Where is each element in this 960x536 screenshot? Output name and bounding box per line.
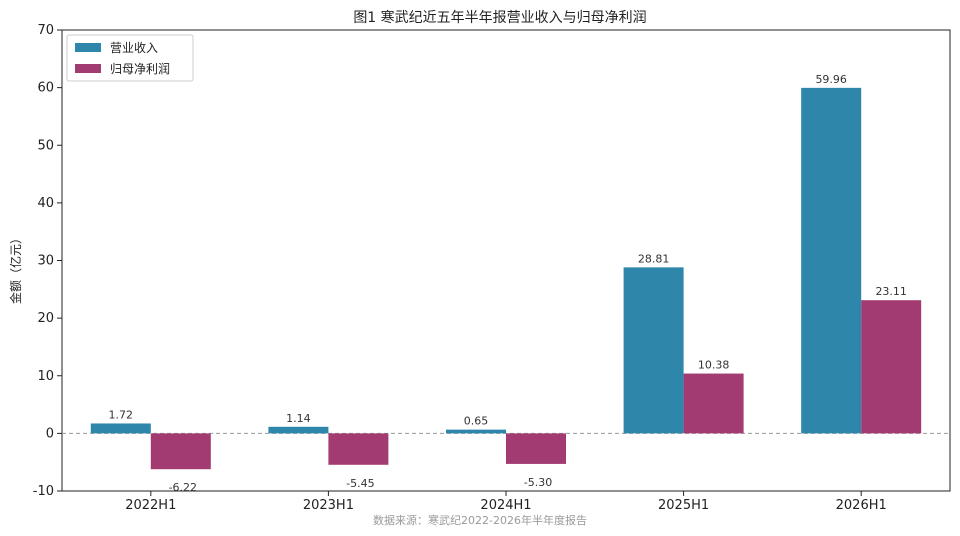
y-tick-label: 20 (37, 311, 54, 326)
data-label-revenue: 0.65 (464, 415, 489, 428)
y-tick-label: 0 (46, 426, 54, 441)
bar-revenue-2022H1 (90, 423, 151, 434)
x-axis: 2022H1 2023H1 2024H1 2025H1 2026H1 (125, 491, 887, 513)
y-tick-label: -10 (33, 484, 54, 499)
bar-net-profit-2022H1 (150, 433, 211, 470)
chart-title: 图1 寒武纪近五年半年报营业收入与归母净利润 (353, 9, 646, 26)
data-label-net-profit: 23.11 (875, 285, 907, 298)
bar-revenue-2025H1 (623, 267, 684, 434)
data-label-net-profit: 10.38 (698, 359, 730, 372)
y-tick-label: 10 (37, 369, 54, 384)
y-tick-label: 40 (37, 196, 54, 211)
data-label-net-profit: -6.22 (169, 481, 197, 494)
x-tick-label: 2023H1 (303, 498, 354, 513)
y-tick-label: 60 (37, 81, 54, 96)
bar-net-profit-2026H1 (861, 300, 922, 434)
legend-label-revenue: 营业收入 (110, 41, 158, 55)
legend-swatch-revenue (75, 43, 101, 52)
bar-net-profit-2023H1 (328, 433, 389, 465)
data-label-revenue: 28.81 (638, 252, 670, 265)
data-label-net-profit: -5.30 (524, 476, 552, 489)
bar-revenue-2024H1 (446, 429, 506, 434)
source-note: 数据来源：寒武纪2022-2026年半年度报告 (373, 513, 587, 527)
y-axis: -10 0 10 20 30 40 50 60 70 (33, 23, 62, 499)
x-tick-label: 2024H1 (480, 498, 531, 513)
legend-swatch-net-profit (75, 64, 101, 73)
legend: 营业收入 归母净利润 (66, 34, 194, 82)
bar-net-profit-2024H1 (506, 433, 566, 464)
bar-revenue-2023H1 (268, 426, 329, 434)
bars (90, 87, 922, 470)
data-labels: 1.72 -6.22 1.14 -5.45 0.65 -5.30 28.81 10.38 59.… (109, 73, 907, 494)
y-tick-label: 70 (37, 23, 54, 38)
bar-revenue-2026H1 (801, 87, 862, 434)
x-tick-label: 2022H1 (125, 498, 176, 513)
x-tick-label: 2025H1 (658, 498, 709, 513)
y-axis-title: 金额（亿元） (8, 232, 23, 304)
data-label-revenue: 1.72 (109, 408, 134, 421)
y-tick-label: 50 (37, 138, 54, 153)
data-label-revenue: 1.14 (286, 412, 311, 425)
legend-label-net-profit: 归母净利润 (110, 62, 170, 76)
data-label-revenue: 59.96 (815, 73, 847, 86)
bar-net-profit-2025H1 (683, 373, 744, 434)
x-tick-label: 2026H1 (836, 498, 887, 513)
data-label-net-profit: -5.45 (346, 477, 374, 490)
y-tick-label: 30 (37, 254, 54, 269)
